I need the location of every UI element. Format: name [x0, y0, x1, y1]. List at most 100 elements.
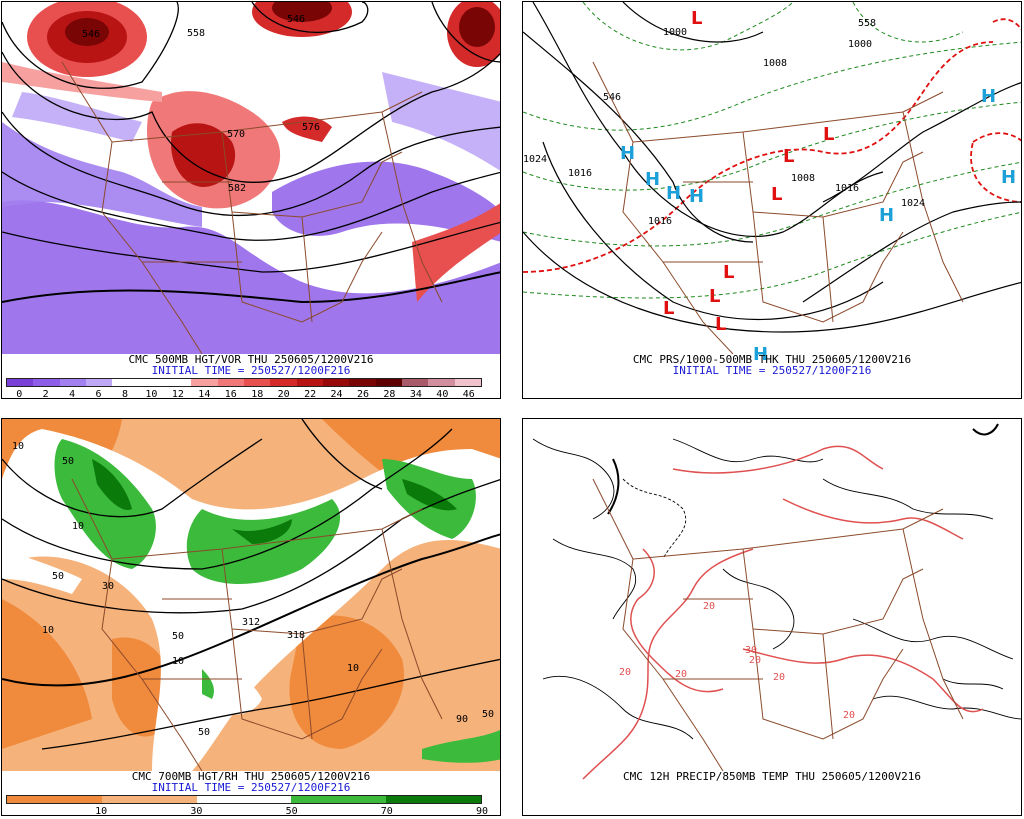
- panel-500mb-hgt-vor: 546 558 570 582 546 576 CMC 500MB HGT/VO…: [1, 1, 501, 399]
- map-precip-850: 20 20 20 30 20 20 20: [532, 423, 1021, 780]
- high-center: H: [879, 205, 894, 226]
- colorbar-tick-label: 34: [409, 389, 422, 399]
- contour-label: 582: [228, 183, 246, 194]
- low-center: L: [723, 262, 734, 283]
- colorbar-swatch: [296, 379, 323, 386]
- contour-label: 1008: [791, 173, 815, 184]
- colorbar-swatch: [85, 379, 113, 386]
- initial-time: INITIAL TIME = 250527/1200F216: [672, 364, 872, 377]
- initial-time: INITIAL TIME = 250527/1200F216: [151, 364, 351, 377]
- contour-label: 1008: [763, 58, 787, 69]
- high-center: H: [1001, 167, 1016, 188]
- initial-time: INITIAL TIME = 250527/1200F216: [151, 781, 351, 794]
- colorbar-swatch: [217, 379, 244, 386]
- panel-700mb-hgt-rh: 10 50 10 50 30 10 50 10 50 90 50 312 318…: [1, 418, 501, 816]
- contour-label: 312: [242, 617, 260, 628]
- contour-label: 576: [302, 122, 320, 133]
- colorbar-swatch: [291, 796, 387, 803]
- colorbar-tick-label: 70: [380, 806, 393, 816]
- contour-label: 50: [482, 709, 494, 720]
- temp-contour-label: 30: [745, 645, 757, 656]
- colorbar-tick-label: 20: [277, 389, 290, 399]
- temp-contour-label: 20: [619, 667, 631, 678]
- contour-label: 90: [456, 714, 468, 725]
- colorbar-swatch: [270, 379, 297, 386]
- contour-label: 50: [62, 456, 74, 467]
- colorbar-tick-label: 40: [436, 389, 449, 399]
- colorbar-swatch: [375, 379, 402, 386]
- colorbar-swatch: [401, 379, 429, 386]
- colorbar-tick-label: 6: [95, 389, 102, 399]
- colorbar-swatch: [112, 379, 139, 386]
- low-center: L: [771, 184, 782, 205]
- colorbar-swatch: [7, 796, 102, 803]
- contour-label: 1000: [848, 39, 872, 50]
- contour-label: 10: [172, 656, 184, 667]
- contour-label: 1016: [568, 168, 592, 179]
- panel-title: CMC PRS/1000-500MB THK THU 250605/1200V2…: [632, 353, 912, 366]
- vorticity-colorbar: [6, 378, 482, 387]
- colorbar-tick-label: 18: [251, 389, 264, 399]
- high-center: H: [620, 143, 635, 164]
- temp-contour-label: 20: [843, 710, 855, 721]
- colorbar-tick-label: 30: [190, 806, 203, 816]
- colorbar-swatch: [322, 379, 350, 386]
- contour-label: 570: [227, 129, 245, 140]
- contour-label: 558: [187, 28, 205, 39]
- colorbar-tick-label: 50: [285, 806, 298, 816]
- colorbar-tick-label: 14: [198, 389, 211, 399]
- temp-contour-label: 20: [773, 672, 785, 683]
- contour-label: 1024: [523, 154, 547, 165]
- colorbar-swatch: [191, 379, 218, 386]
- colorbar-tick-label: 24: [330, 389, 343, 399]
- high-center: H: [753, 344, 768, 365]
- contour-label: 546: [82, 29, 100, 40]
- temp-contour-label: 20: [675, 669, 687, 680]
- low-center: L: [823, 124, 834, 145]
- high-center: H: [689, 186, 704, 207]
- contour-label: 1016: [648, 216, 672, 227]
- colorbar-swatch: [138, 379, 165, 386]
- contour-label: 10: [12, 441, 24, 452]
- colorbar-swatch: [33, 379, 60, 386]
- temp-contour-label: 20: [703, 601, 715, 612]
- low-center: L: [783, 146, 794, 167]
- colorbar-tick-label: 10: [95, 806, 108, 816]
- panel-prs-thickness: 1000 1008 1000 1016 1008 1016 1024 1024 …: [522, 1, 1022, 399]
- rh-colorbar-ticks: 10 30 50 70 90: [6, 806, 488, 816]
- high-center: H: [645, 169, 660, 190]
- colorbar-tick-label: 46: [462, 389, 475, 399]
- map-prs-thk: 1000 1008 1000 1016 1008 1016 1024 1024 …: [523, 2, 1021, 365]
- colorbar-swatch: [59, 379, 86, 386]
- contour-label: 10: [347, 663, 359, 674]
- low-center: L: [709, 286, 720, 307]
- colorbar-swatch: [243, 379, 271, 386]
- colorbar-swatch: [428, 379, 455, 386]
- colorbar-tick-label: 16: [224, 389, 237, 399]
- colorbar-tick-label: 26: [356, 389, 370, 399]
- low-center: L: [691, 8, 702, 29]
- contour-label: 546: [603, 92, 621, 103]
- colorbar-swatch: [454, 379, 481, 386]
- contour-label: 50: [172, 631, 184, 642]
- colorbar-tick-label: 10: [145, 389, 158, 399]
- contour-label: 50: [198, 727, 210, 738]
- contour-label: 1016: [835, 183, 859, 194]
- temp-contour-label: 20: [749, 655, 761, 666]
- colorbar-tick-label: 0: [16, 389, 23, 399]
- colorbar-tick-label: 28: [383, 389, 396, 399]
- colorbar-swatch: [101, 796, 197, 803]
- colorbar-tick-label: 8: [121, 389, 129, 399]
- panel-precip-850-temp: 20 20 20 30 20 20 20 CMC 12H PRECIP/850M…: [522, 418, 1022, 816]
- colorbar-swatch: [349, 379, 376, 386]
- panel-title: CMC 500MB HGT/VOR THU 250605/1200V216: [128, 353, 374, 366]
- colorbar-swatch: [7, 379, 34, 386]
- panel-title: CMC 12H PRECIP/850MB TEMP THU 250605/120…: [622, 770, 921, 783]
- low-center: L: [663, 298, 674, 319]
- colorbar-tick-label: 90: [475, 806, 489, 816]
- contour-label: 1024: [901, 198, 925, 209]
- high-center: H: [981, 86, 996, 107]
- colorbar-tick-label: 12: [171, 389, 184, 399]
- contour-label: 50: [52, 571, 64, 582]
- contour-label: 10: [42, 625, 54, 636]
